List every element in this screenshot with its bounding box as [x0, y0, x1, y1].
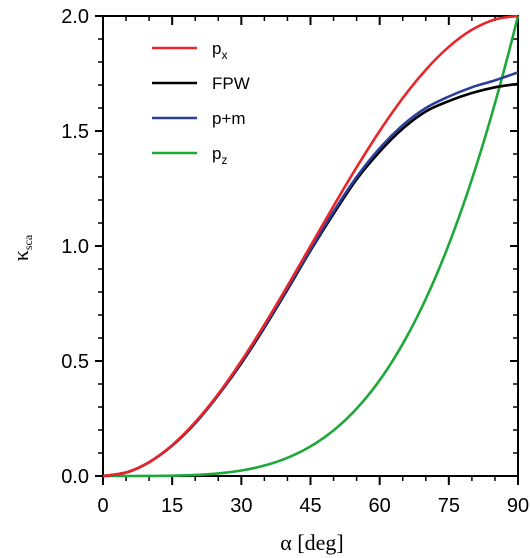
y-tick-label: 0.5: [61, 351, 89, 373]
series-line-fpw: [102, 82, 519, 478]
x-tick-label: 15: [161, 495, 183, 517]
axes: 0 15 30 45 60 75 90 0.0 0.5 1.0 1.5 2.0: [61, 6, 529, 517]
x-tick-label: 90: [507, 495, 529, 517]
x-axis-label: α [deg]: [280, 530, 343, 555]
legend-label-px: px: [212, 39, 227, 62]
legend-label-p-m: p+m: [212, 109, 246, 128]
series-line-pz: [103, 15, 520, 478]
y-tick-label: 0.0: [61, 466, 89, 488]
legend-label-pz: pz: [212, 144, 227, 167]
y-axis-label-sub: sca: [21, 234, 35, 250]
svg-text:κsca: κsca: [8, 234, 35, 261]
x-tick-label: 45: [299, 495, 321, 517]
series-line-p-m: [102, 71, 519, 478]
x-tick-label: 75: [438, 495, 460, 517]
x-tick-label: 0: [97, 495, 108, 517]
y-tick-label: 1.5: [61, 121, 89, 143]
y-axis-label-main: κ: [8, 250, 33, 261]
legend-label-fpw: FPW: [212, 74, 250, 93]
x-tick-label: 30: [230, 495, 252, 517]
y-axis-label: κsca: [8, 234, 35, 261]
y-tick-label: 2.0: [61, 6, 89, 28]
x-tick-label: 60: [369, 495, 391, 517]
legend: px FPW p+m pz: [152, 39, 250, 167]
series-lines: [102, 14, 520, 478]
series-line-px: [102, 14, 519, 478]
y-tick-label: 1.0: [61, 236, 89, 258]
